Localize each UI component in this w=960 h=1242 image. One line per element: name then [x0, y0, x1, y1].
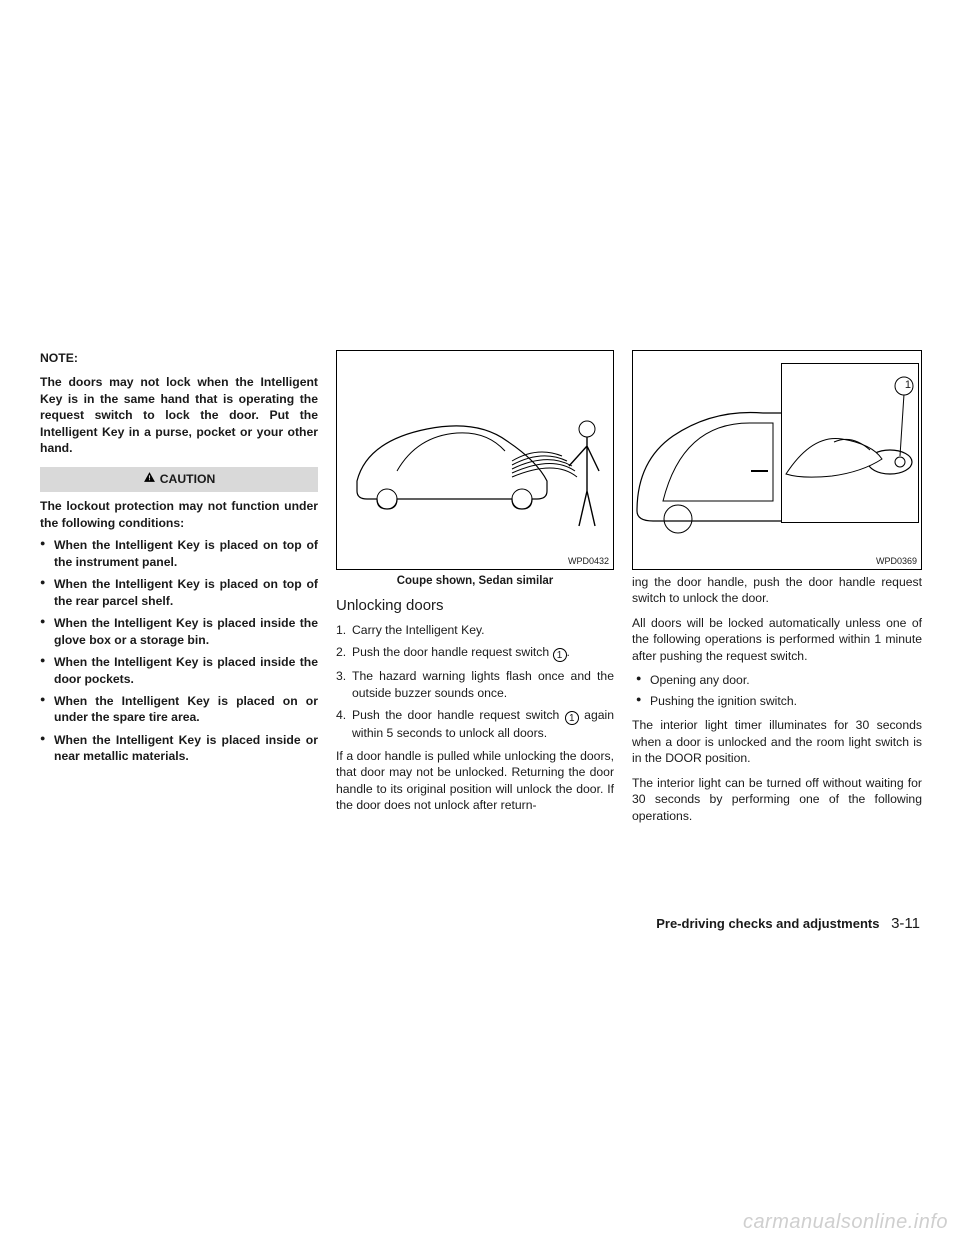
step-text: The hazard warning lights flash once and… [352, 669, 614, 699]
note-body: The doors may not lock when the Intellig… [40, 374, 318, 456]
caution-title: CAUTION [160, 471, 216, 487]
paragraph: ing the door handle, push the door handl… [632, 574, 922, 607]
footer-section: Pre-driving checks and adjustments [656, 916, 879, 931]
manual-page: NOTE: The doors may not lock when the In… [0, 0, 960, 1242]
caution-header: CAUTION [40, 467, 318, 492]
step-item: 2.Push the door handle request switch 1. [352, 644, 614, 662]
paragraph: If a door handle is pulled while unlocki… [336, 748, 614, 814]
caution-intro: The lockout protection may not function … [40, 498, 318, 531]
caution-item: When the Intelligent Key is placed on to… [40, 576, 318, 609]
watermark: carmanualsonline.info [743, 1211, 948, 1234]
column-middle: WPD0432 Coupe shown, Sedan similar Unloc… [336, 350, 614, 832]
paragraph: The interior light timer illuminates for… [632, 717, 922, 766]
column-left: NOTE: The doors may not lock when the In… [40, 350, 318, 832]
bullet-item: Pushing the ignition switch. [632, 693, 922, 709]
car-illustration-icon [337, 351, 613, 569]
column-right: 1 WPD0369 ing the door handle, push the … [632, 350, 922, 832]
subheading-unlocking: Unlocking doors [336, 596, 614, 616]
figure-id: WPD0432 [568, 555, 609, 567]
caution-item: When the Intelligent Key is placed insid… [40, 654, 318, 687]
step-number: 4. [336, 707, 346, 723]
paragraph: All doors will be locked automatically u… [632, 615, 922, 664]
hand-handle-icon [782, 364, 918, 522]
footer-page-number: 3-11 [891, 915, 920, 932]
caution-item: When the Intelligent Key is placed on to… [40, 537, 318, 570]
circled-number-icon: 1 [553, 648, 567, 662]
figure-caption: Coupe shown, Sedan similar [336, 574, 614, 590]
caution-list: When the Intelligent Key is placed on to… [40, 537, 318, 765]
step-text: . [567, 645, 570, 659]
bullet-list: Opening any door. Pushing the ignition s… [632, 672, 922, 709]
callout-number: 1 [905, 378, 911, 393]
circled-number-icon: 1 [565, 711, 579, 725]
page-footer: Pre-driving checks and adjustments 3-11 [656, 915, 920, 932]
step-item: 3.The hazard warning lights flash once a… [352, 668, 614, 701]
caution-item: When the Intelligent Key is placed on or… [40, 693, 318, 726]
step-text: Carry the Intelligent Key. [352, 623, 485, 637]
caution-item: When the Intelligent Key is placed insid… [40, 615, 318, 648]
step-text: Push the door handle request switch [352, 645, 553, 659]
figure-car-signal: WPD0432 [336, 350, 614, 570]
step-text: Push the door handle request switch [352, 708, 565, 722]
step-number: 2. [336, 644, 346, 660]
caution-item: When the Intelligent Key is placed insid… [40, 732, 318, 765]
figure-inset: 1 [781, 363, 919, 523]
step-number: 3. [336, 668, 346, 684]
warning-icon [143, 471, 156, 488]
figure-door-handle: 1 WPD0369 [632, 350, 922, 570]
figure-id: WPD0369 [876, 555, 917, 567]
step-item: 4.Push the door handle request switch 1 … [352, 707, 614, 741]
note-label: NOTE: [40, 350, 318, 366]
paragraph: The interior light can be turned off wit… [632, 775, 922, 824]
column-container: NOTE: The doors may not lock when the In… [0, 350, 960, 832]
step-number: 1. [336, 622, 346, 638]
bullet-item: Opening any door. [632, 672, 922, 688]
step-item: 1.Carry the Intelligent Key. [352, 622, 614, 638]
steps-list: 1.Carry the Intelligent Key. 2.Push the … [336, 622, 614, 742]
